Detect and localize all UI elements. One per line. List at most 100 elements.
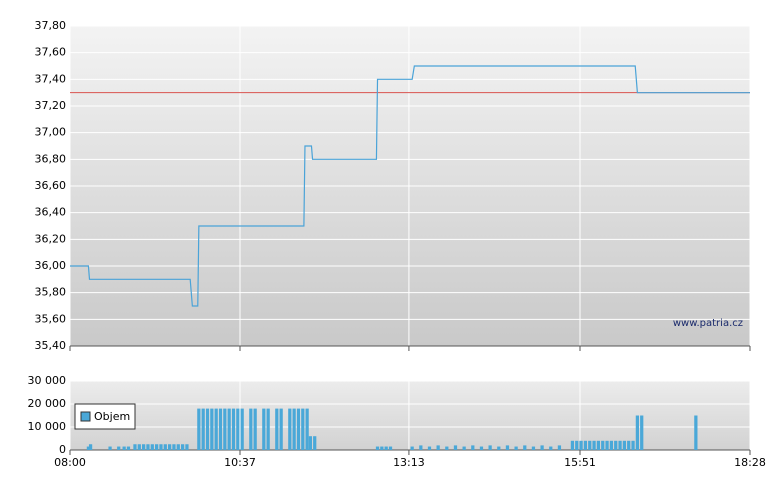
volume-bar xyxy=(601,440,605,450)
y-tick-label: 35,80 xyxy=(35,286,67,299)
volume-bar xyxy=(201,408,205,450)
volume-bar xyxy=(579,440,583,450)
y-tick-label: 36,00 xyxy=(35,259,67,272)
volume-bar xyxy=(180,444,185,450)
volume-bar xyxy=(88,444,93,450)
volume-bar xyxy=(605,440,609,450)
volume-bar xyxy=(583,440,588,450)
x-tick-label: 10:37 xyxy=(224,456,256,469)
volume-bar xyxy=(223,408,227,450)
volume-bar xyxy=(614,440,618,450)
volume-bar xyxy=(596,440,601,450)
volume-bar xyxy=(557,445,562,450)
volume-bar xyxy=(575,440,579,450)
volume-bar xyxy=(694,415,698,450)
volume-bar xyxy=(214,408,218,450)
volume-bar xyxy=(427,446,432,450)
volume-bar xyxy=(133,444,137,450)
volume-bar xyxy=(313,436,317,450)
volume-bar xyxy=(301,408,305,450)
volume-bar xyxy=(155,444,159,450)
volume-bar xyxy=(275,408,279,450)
volume-bar xyxy=(497,446,501,450)
volume-bar xyxy=(172,444,176,450)
volume-bar xyxy=(167,444,172,450)
y-tick-label: 36,80 xyxy=(35,152,67,165)
volume-bar xyxy=(210,408,214,450)
y-tick-label: 37,80 xyxy=(35,19,67,32)
volume-bar xyxy=(375,446,380,450)
volume-bar xyxy=(231,408,236,450)
volume-bar xyxy=(549,446,553,450)
volume-bar xyxy=(159,444,163,450)
volume-bar xyxy=(471,445,475,450)
x-tick-label: 08:00 xyxy=(54,456,86,469)
volume-bar xyxy=(592,440,596,450)
volume-bar xyxy=(279,408,283,450)
y-tick-label: 35,40 xyxy=(35,339,67,352)
y-tick-label: 30 000 xyxy=(28,374,67,387)
y-tick-label: 37,20 xyxy=(35,99,67,112)
x-tick-label: 13:13 xyxy=(393,456,425,469)
volume-bar xyxy=(588,440,592,450)
volume-bar xyxy=(384,446,388,450)
volume-bar xyxy=(296,408,301,450)
volume-bar xyxy=(150,444,154,450)
volume-bar xyxy=(445,446,449,450)
volume-bar xyxy=(523,445,527,450)
volume-bar xyxy=(292,408,296,450)
y-tick-label: 36,40 xyxy=(35,206,67,219)
volume-bar xyxy=(126,446,131,450)
volume-bar xyxy=(436,445,440,450)
volume-bar xyxy=(570,440,575,450)
volume-bar xyxy=(453,445,458,450)
y-tick-label: 35,60 xyxy=(35,312,67,325)
y-tick-label: 10 000 xyxy=(28,420,67,433)
volume-bar xyxy=(627,440,631,450)
volume-bar xyxy=(205,408,210,450)
volume-bar xyxy=(618,440,622,450)
volume-bar xyxy=(419,445,423,450)
volume-bar xyxy=(197,408,201,450)
volume-bar xyxy=(86,446,91,450)
volume-bar xyxy=(531,446,536,450)
volume-bar xyxy=(185,444,189,450)
y-tick-label: 36,60 xyxy=(35,179,67,192)
watermark: www.patria.cz xyxy=(673,318,743,329)
volume-bar xyxy=(146,444,150,450)
y-tick-label: 37,40 xyxy=(35,72,67,85)
volume-bar xyxy=(108,446,112,450)
volume-bar xyxy=(388,446,393,450)
y-tick-label: 37,60 xyxy=(35,46,67,59)
y-tick-label: 0 xyxy=(59,443,66,456)
volume-bar xyxy=(488,445,492,450)
x-tick-label: 18:28 xyxy=(734,456,766,469)
volume-bar xyxy=(266,408,270,450)
volume-bar xyxy=(142,444,146,450)
volume-bar xyxy=(262,408,266,450)
volume-bar xyxy=(218,408,223,450)
volume-bar xyxy=(305,408,309,450)
volume-bar xyxy=(635,415,640,450)
volume-bar xyxy=(631,440,635,450)
volume-bar xyxy=(253,408,257,450)
volume-bar xyxy=(640,415,644,450)
volume-bar xyxy=(462,446,466,450)
y-tick-label: 36,20 xyxy=(35,232,67,245)
volume-bar xyxy=(122,446,126,450)
legend-label: Objem xyxy=(94,410,130,423)
volume-bar xyxy=(479,446,484,450)
volume-bar xyxy=(288,408,292,450)
volume-bar xyxy=(540,445,544,450)
price-line xyxy=(70,65,750,307)
volume-bar xyxy=(240,408,244,450)
volume-bar xyxy=(308,436,313,450)
legend-swatch xyxy=(80,411,91,422)
volume-bar xyxy=(176,444,180,450)
x-tick-label: 15:51 xyxy=(564,456,596,469)
volume-bar xyxy=(410,446,414,450)
volume-bar xyxy=(622,440,627,450)
volume-bar xyxy=(380,446,384,450)
y-tick-label: 20 000 xyxy=(28,397,67,410)
